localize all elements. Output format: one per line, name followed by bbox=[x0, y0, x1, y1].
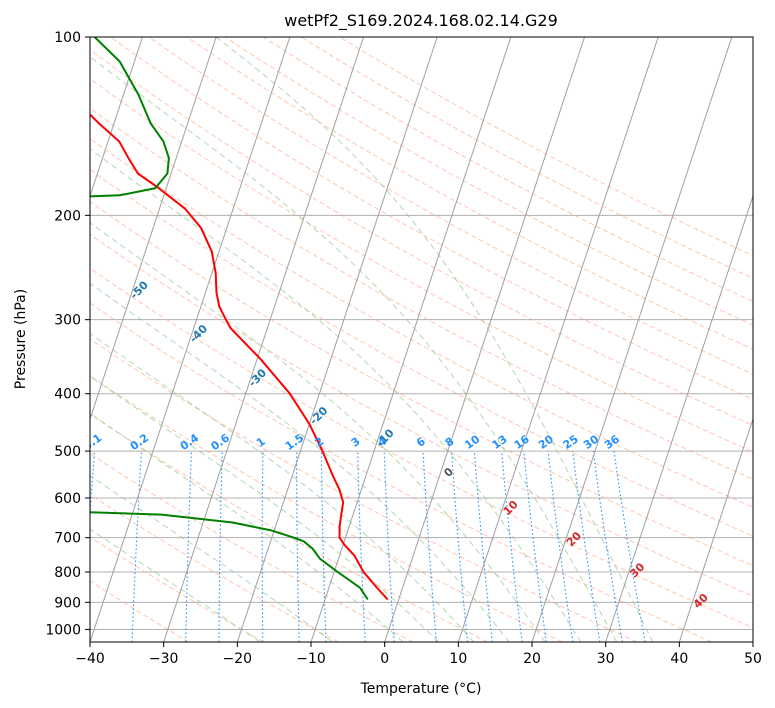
isotherm-line bbox=[90, 37, 144, 198]
y-axis: 100 200 300 400 500 600 700 800 900 1000 bbox=[45, 30, 90, 638]
x-tick-label: 0 bbox=[380, 651, 389, 667]
isotherm-line bbox=[310, 37, 512, 642]
dry-adiabat-line bbox=[90, 49, 753, 426]
y-tick-label: 300 bbox=[54, 313, 81, 329]
y-tick-label: 900 bbox=[54, 595, 81, 611]
dry-adiabat-line bbox=[90, 169, 753, 537]
dry-adiabat-line bbox=[148, 37, 753, 375]
temperature-line bbox=[90, 113, 389, 601]
isotherm-line bbox=[236, 37, 438, 642]
x-tick-label: −30 bbox=[149, 651, 179, 667]
isotherm-line bbox=[163, 37, 365, 642]
moist-adiabats bbox=[90, 37, 654, 642]
mixing-ratio-lines bbox=[90, 451, 646, 642]
mixing-ratio-line bbox=[451, 451, 469, 642]
moist-adiabat-line bbox=[90, 222, 546, 642]
x-axis-label: Temperature (°C) bbox=[360, 681, 482, 697]
x-tick-label: 40 bbox=[670, 651, 688, 667]
sounding-series bbox=[90, 37, 389, 601]
y-tick-label: 500 bbox=[54, 444, 81, 460]
moist-adiabat-line bbox=[90, 475, 333, 642]
dewpoint-line bbox=[90, 37, 369, 601]
plot-area: 0.10.20.40.611.52346810131620253036-100-… bbox=[90, 37, 753, 642]
isotherm-line bbox=[531, 37, 733, 642]
isotherm-line bbox=[90, 37, 291, 642]
dry-adiabat-line bbox=[186, 37, 753, 350]
moist-adiabat-line bbox=[90, 412, 404, 642]
chart-title: wetPf2_S169.2024.168.02.14.G29 bbox=[284, 11, 558, 31]
y-tick-label: 1000 bbox=[45, 622, 81, 638]
y-tick-label: 800 bbox=[54, 565, 81, 581]
x-tick-label: 50 bbox=[744, 651, 762, 667]
mixing-ratio-line bbox=[547, 451, 574, 642]
mixing-ratio-line bbox=[501, 451, 523, 642]
x-tick-label: −10 bbox=[296, 651, 326, 667]
mixing-ratio-line bbox=[523, 451, 547, 642]
dry-adiabat-line bbox=[90, 138, 753, 508]
moist-adiabat-line bbox=[90, 528, 261, 642]
moist-adiabat-line bbox=[90, 375, 439, 642]
y-tick-label: 400 bbox=[54, 387, 81, 403]
y-tick-label: 200 bbox=[54, 208, 81, 224]
y-tick-label: 700 bbox=[54, 531, 81, 547]
pressure-grid bbox=[90, 37, 753, 630]
x-tick-label: 30 bbox=[597, 651, 615, 667]
isotherm-line bbox=[90, 37, 217, 421]
y-axis-label: Pressure (hPa) bbox=[13, 289, 29, 389]
isotherm-line bbox=[457, 37, 659, 642]
isotherm-line bbox=[678, 417, 753, 642]
dry-adiabat-line bbox=[90, 413, 488, 642]
moist-adiabat-line bbox=[215, 37, 654, 642]
dry-adiabat-line bbox=[90, 536, 264, 642]
moist-adiabat-line bbox=[90, 282, 510, 642]
x-tick-label: 20 bbox=[523, 651, 541, 667]
mixing-ratio-line bbox=[473, 451, 493, 642]
dry-adiabat-line bbox=[90, 580, 190, 642]
isotherm-line bbox=[605, 194, 753, 642]
plot-frame bbox=[89, 36, 754, 643]
dry-adiabat-line bbox=[110, 37, 753, 400]
x-tick-label: 10 bbox=[449, 651, 467, 667]
y-tick-label: 600 bbox=[54, 491, 81, 507]
mixing-ratio-line bbox=[572, 451, 601, 642]
dry-adiabat-line bbox=[90, 267, 753, 629]
dry-adiabat-line bbox=[224, 37, 753, 326]
dry-adiabat-line bbox=[90, 302, 712, 642]
isotherms bbox=[90, 37, 753, 642]
dry-adiabat-line bbox=[90, 338, 638, 642]
x-axis: −40 −30 −20 −10 0 10 20 30 40 50 bbox=[75, 642, 762, 667]
isotherm-line bbox=[384, 37, 586, 642]
x-tick-label: −40 bbox=[75, 651, 105, 667]
y-tick-label: 100 bbox=[54, 30, 81, 46]
mixing-ratio-line bbox=[592, 451, 623, 642]
x-tick-label: −20 bbox=[223, 651, 253, 667]
